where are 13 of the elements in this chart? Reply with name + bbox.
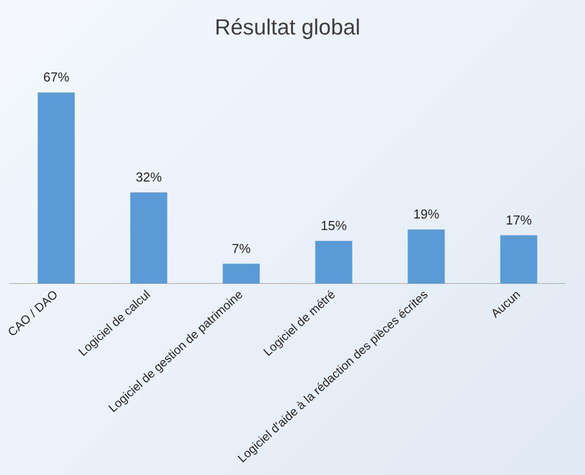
bar <box>500 235 538 284</box>
data-label: 17% <box>506 212 532 228</box>
bar <box>408 229 445 284</box>
bar <box>38 92 75 284</box>
data-label: 32% <box>136 169 162 184</box>
bar <box>130 192 168 284</box>
data-label: 19% <box>413 206 440 222</box>
data-label: 15% <box>320 218 348 233</box>
data-label: 67% <box>43 70 70 85</box>
chart-title: Résultat global <box>214 14 360 40</box>
bar <box>315 240 352 284</box>
data-label: 7% <box>232 240 252 256</box>
bar <box>222 264 260 284</box>
